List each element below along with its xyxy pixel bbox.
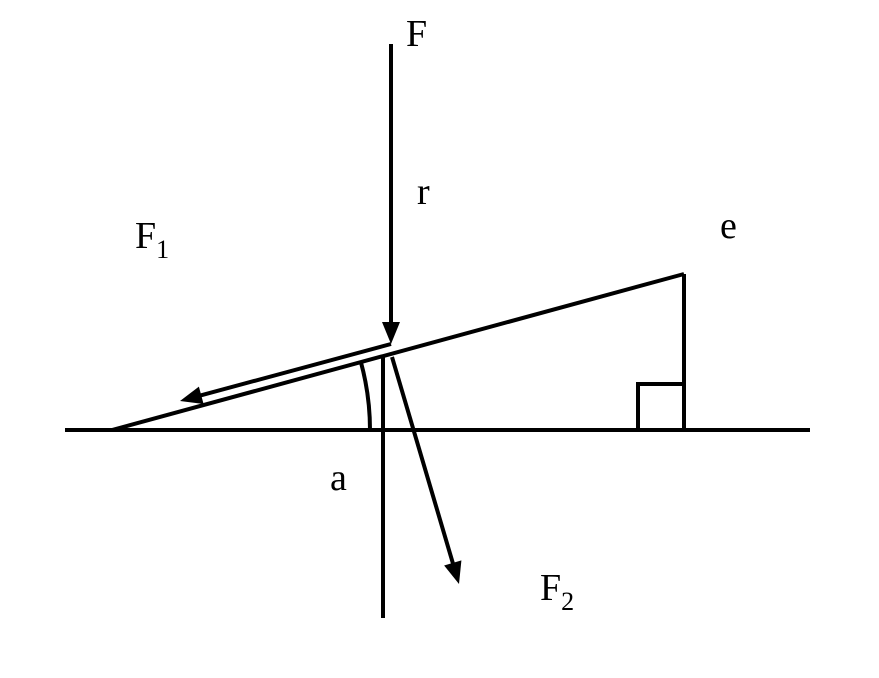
force-diagram: Fr e a F1 F2 xyxy=(0,0,879,678)
label-F2: F2 xyxy=(540,567,574,616)
arrow-head xyxy=(180,387,204,404)
angle-arc xyxy=(361,362,370,430)
label-e: e xyxy=(720,205,737,247)
label-F: F xyxy=(406,13,427,55)
incline-line xyxy=(112,274,684,430)
label-F1: F1 xyxy=(135,215,169,264)
arrow-head xyxy=(382,322,400,344)
force-F2-arrow xyxy=(392,357,455,571)
label-r: r xyxy=(417,171,430,213)
arrow-head xyxy=(444,560,461,584)
label-a: a xyxy=(330,457,347,499)
right-angle-marker xyxy=(638,384,684,430)
